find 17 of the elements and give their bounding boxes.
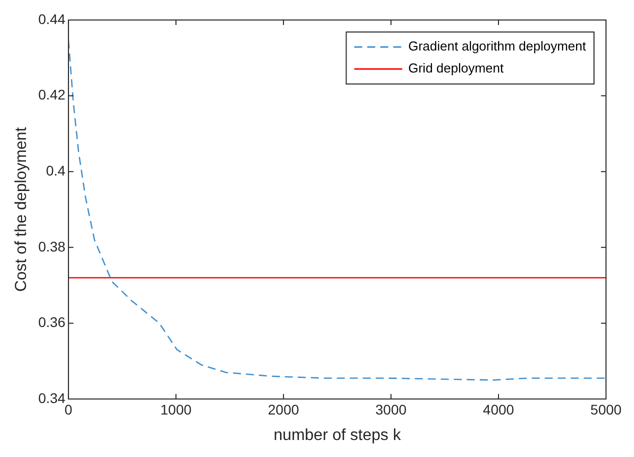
- y-tick-label: 0.42: [38, 86, 66, 103]
- x-tick-label: 0: [64, 401, 73, 418]
- y-axis-title: Cost of the deployment: [13, 126, 30, 292]
- y-tick-label: 0.4: [46, 162, 66, 178]
- y-tick-label: 0.44: [38, 10, 66, 27]
- x-tick-label: 4000: [482, 401, 514, 418]
- legend-label: Gradient algorithm deployment: [408, 38, 586, 54]
- x-tick-label: 1000: [160, 401, 192, 418]
- x-tick-label: 3000: [375, 401, 407, 418]
- x-tick-label: 5000: [590, 401, 622, 418]
- legend-label: Grid deployment: [408, 60, 504, 76]
- x-tick-label: 2000: [268, 401, 300, 418]
- y-tick-label: 0.34: [38, 390, 66, 406]
- line-series: [68, 40, 606, 381]
- y-tick-label: 0.38: [38, 238, 66, 254]
- x-axis-title: number of steps k: [274, 426, 402, 444]
- y-tick-label: 0.36: [38, 314, 66, 330]
